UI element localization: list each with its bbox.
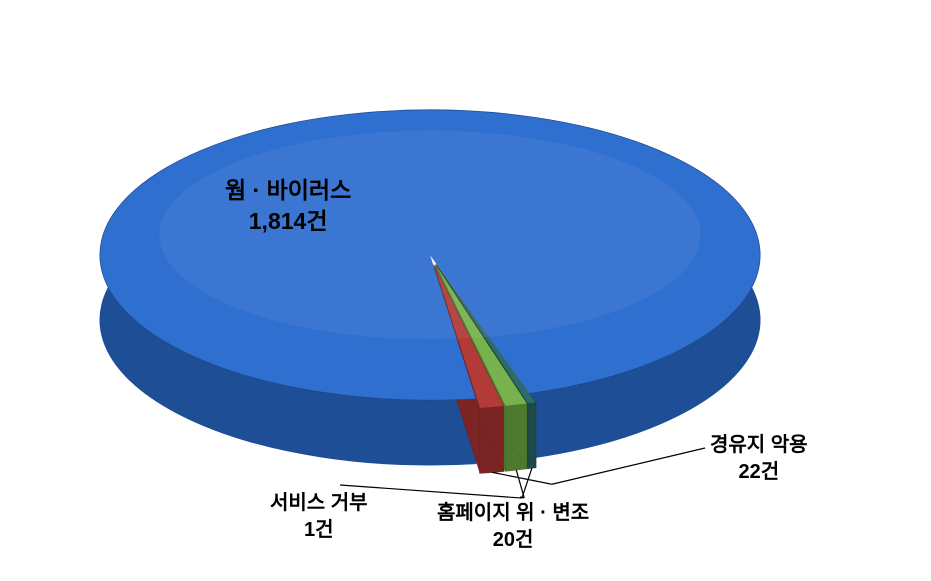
pie-svg	[0, 0, 931, 581]
label-transit-abuse: 경유지 악용 22건	[710, 432, 808, 486]
label-service-denial: 서비스 거부 1건	[270, 490, 368, 544]
label-value: 1건	[270, 517, 368, 544]
label-value: 1,814건	[225, 206, 351, 237]
label-value: 20건	[437, 527, 589, 554]
label-value: 22건	[710, 459, 808, 486]
pie-chart-3d: 웜 · 바이러스 1,814건 서비스 거부 1건 홈페이지 위 · 변조 20…	[0, 0, 931, 581]
label-text: 서비스 거부	[270, 490, 368, 517]
label-text: 홈페이지 위 · 변조	[437, 500, 589, 527]
label-homepage-tamper: 홈페이지 위 · 변조 20건	[437, 500, 589, 554]
label-text: 경유지 악용	[710, 432, 808, 459]
label-text: 웜 · 바이러스	[225, 175, 351, 206]
label-worm-virus: 웜 · 바이러스 1,814건	[225, 175, 351, 237]
